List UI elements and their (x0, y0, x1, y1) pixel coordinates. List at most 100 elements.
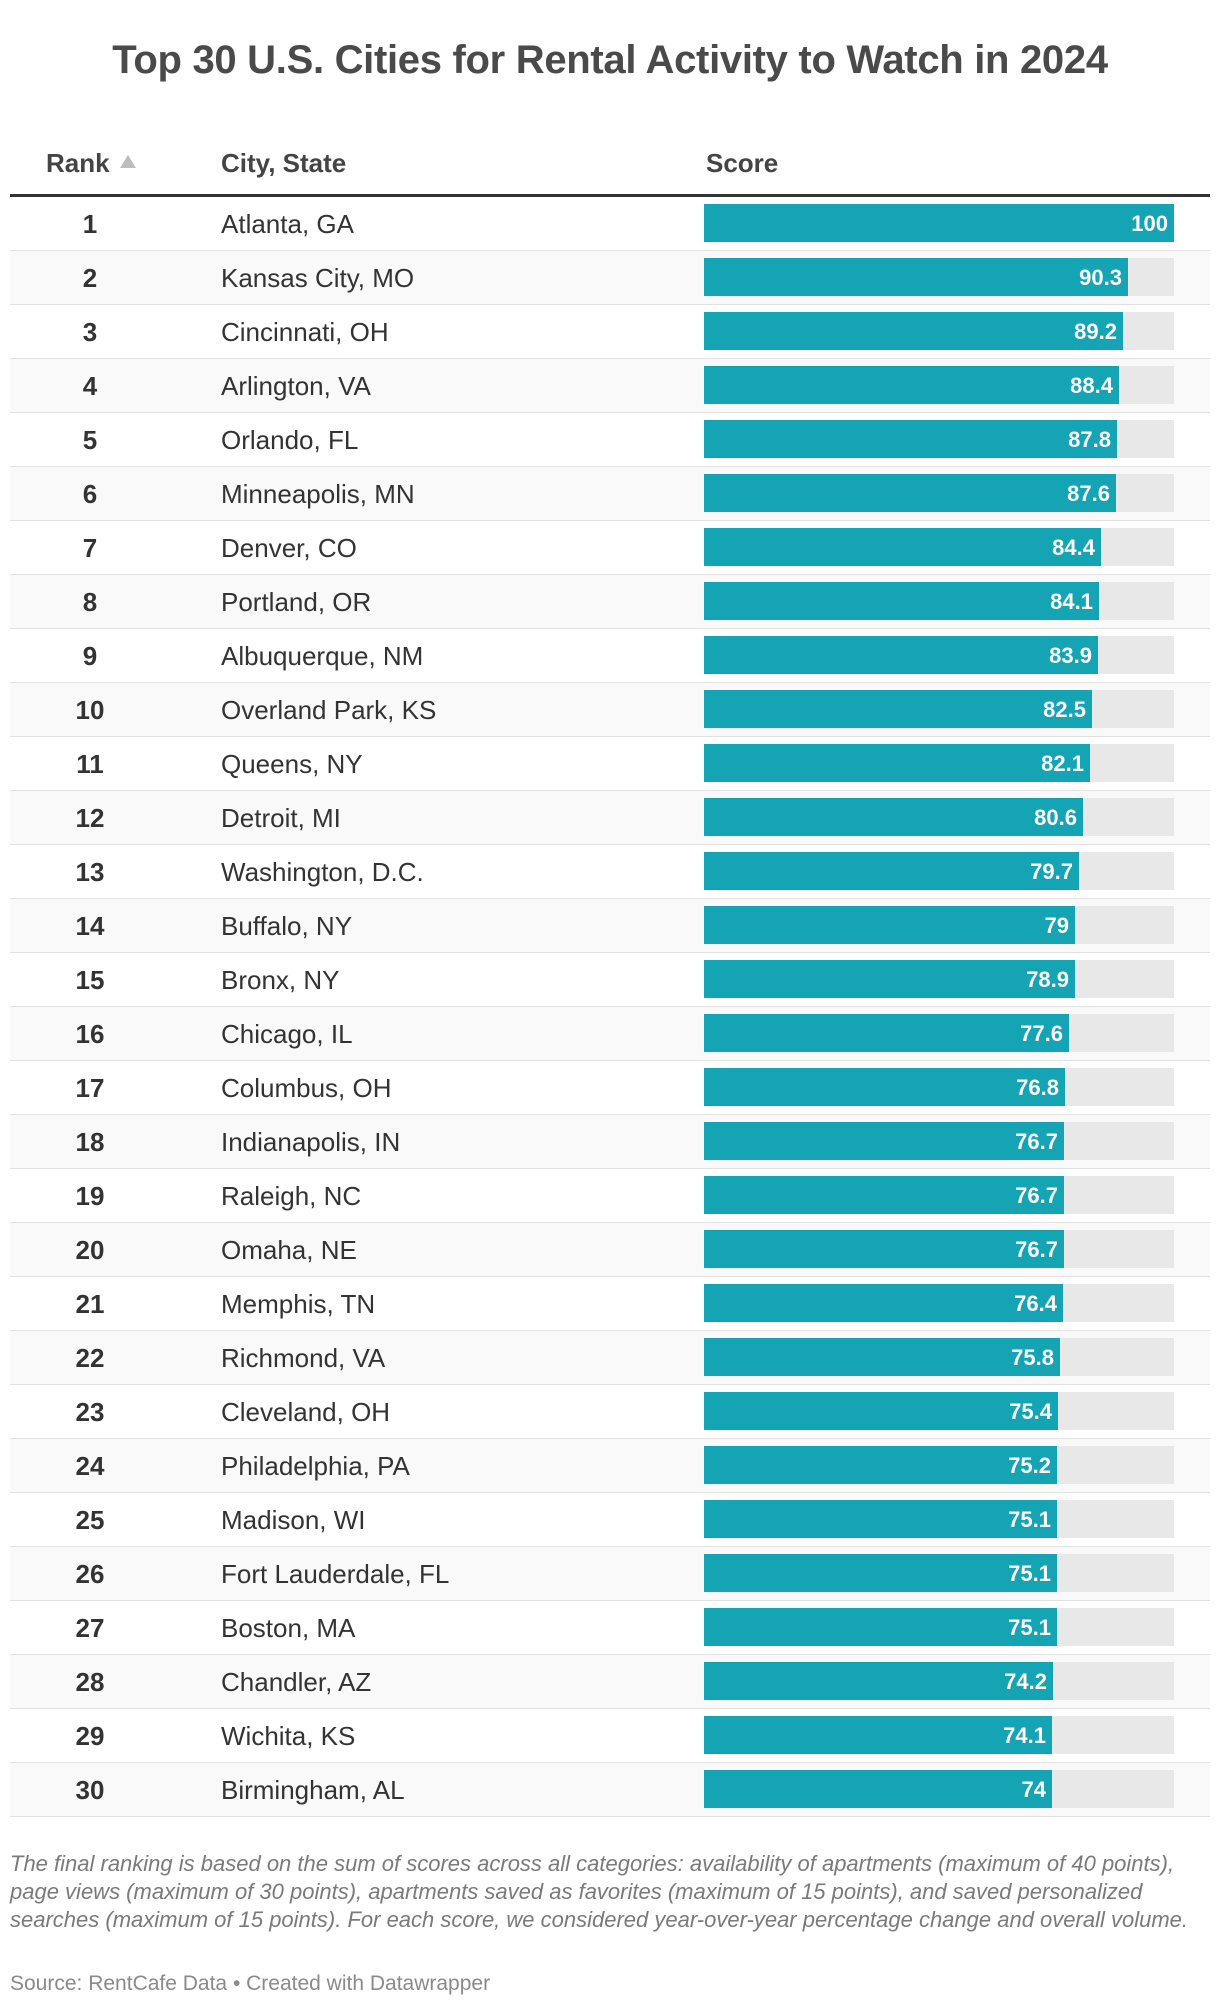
city-cell: Orlando, FL (221, 425, 359, 455)
score-bar: 74.2 (704, 1662, 1053, 1700)
table-row: 5 Orlando, FL 87.8 (10, 413, 1210, 467)
city-cell: Queens, NY (221, 749, 363, 779)
city-cell: Birmingham, AL (221, 1775, 405, 1805)
score-bar: 80.6 (704, 798, 1083, 836)
column-header-city[interactable]: City, State (221, 148, 347, 178)
table-row: 30 Birmingham, AL 74 (10, 1763, 1210, 1817)
table-row: 8 Portland, OR 84.1 (10, 575, 1210, 629)
score-bar: 79 (704, 906, 1075, 944)
rank-cell: 12 (75, 803, 105, 833)
score-value-label: 77.6 (1020, 1021, 1063, 1046)
rank-cell: 24 (75, 1451, 105, 1481)
table-row: 29 Wichita, KS 74.1 (10, 1709, 1210, 1763)
score-bar-track: 76.8 (704, 1068, 1174, 1106)
score-bar: 76.8 (704, 1068, 1065, 1106)
score-bar: 75.2 (704, 1446, 1057, 1484)
score-bar: 83.9 (704, 636, 1098, 674)
score-value-label: 76.7 (1015, 1183, 1058, 1208)
score-value-label: 90.3 (1079, 265, 1122, 290)
table-row: 13 Washington, D.C. 79.7 (10, 845, 1210, 899)
city-cell: Washington, D.C. (221, 857, 424, 887)
score-value-label: 89.2 (1074, 319, 1117, 344)
city-cell: Portland, OR (221, 587, 372, 617)
rank-cell: 7 (82, 533, 98, 563)
rank-cell: 2 (82, 263, 98, 293)
score-bar: 74.1 (704, 1716, 1052, 1754)
score-value-label: 75.1 (1008, 1615, 1051, 1640)
rank-cell: 13 (75, 857, 105, 887)
table-row: 24 Philadelphia, PA 75.2 (10, 1439, 1210, 1493)
city-cell: Chandler, AZ (221, 1667, 372, 1697)
rank-cell: 8 (82, 587, 98, 617)
city-cell: Minneapolis, MN (221, 479, 415, 509)
score-value-label: 83.9 (1049, 643, 1092, 668)
rank-cell: 22 (75, 1343, 105, 1373)
city-cell: Overland Park, KS (221, 695, 437, 725)
score-bar: 75.1 (704, 1608, 1057, 1646)
score-bar-track: 74 (704, 1770, 1174, 1808)
score-bar-track: 87.8 (704, 420, 1174, 458)
score-bar-track: 76.7 (704, 1230, 1174, 1268)
score-value-label: 87.6 (1067, 481, 1110, 506)
rank-cell: 15 (75, 965, 105, 995)
score-bar: 76.4 (704, 1284, 1063, 1322)
score-bar: 87.8 (704, 420, 1117, 458)
score-bar-track: 84.4 (704, 528, 1174, 566)
city-cell: Columbus, OH (221, 1073, 392, 1103)
column-header-rank[interactable]: Rank (46, 148, 136, 179)
rank-cell: 26 (75, 1559, 105, 1589)
table-row: 9 Albuquerque, NM 83.9 (10, 629, 1210, 683)
score-value-label: 75.8 (1011, 1345, 1054, 1370)
rank-cell: 14 (75, 911, 105, 941)
city-cell: Richmond, VA (221, 1343, 386, 1373)
score-bar-track: 76.4 (704, 1284, 1174, 1322)
score-bar-track: 100 (704, 204, 1174, 242)
table-row: 12 Detroit, MI 80.6 (10, 791, 1210, 845)
city-cell: Madison, WI (221, 1505, 366, 1535)
table-row: 23 Cleveland, OH 75.4 (10, 1385, 1210, 1439)
rank-cell: 17 (75, 1073, 105, 1103)
table-row: 1 Atlanta, GA 100 (10, 197, 1210, 251)
rank-cell: 19 (75, 1181, 105, 1211)
score-value-label: 75.1 (1008, 1561, 1051, 1586)
table-row: 15 Bronx, NY 78.9 (10, 953, 1210, 1007)
column-header-score[interactable]: Score (706, 148, 779, 178)
score-bar-track: 89.2 (704, 312, 1174, 350)
score-bar-track: 90.3 (704, 258, 1174, 296)
table-row: 27 Boston, MA 75.1 (10, 1601, 1210, 1655)
score-bar-track: 75.2 (704, 1446, 1174, 1484)
score-bar-track: 87.6 (704, 474, 1174, 512)
score-bar-track: 84.1 (704, 582, 1174, 620)
city-cell: Denver, CO (221, 533, 357, 563)
score-bar-track: 80.6 (704, 798, 1174, 836)
score-bar-track: 79.7 (704, 852, 1174, 890)
score-bar-track: 74.1 (704, 1716, 1174, 1754)
score-bar-track: 88.4 (704, 366, 1174, 404)
score-bar: 75.1 (704, 1554, 1057, 1592)
score-bar-track: 76.7 (704, 1176, 1174, 1214)
table-row: 2 Kansas City, MO 90.3 (10, 251, 1210, 305)
table-row: 21 Memphis, TN 76.4 (10, 1277, 1210, 1331)
city-cell: Chicago, IL (221, 1019, 353, 1049)
score-bar-track: 75.1 (704, 1608, 1174, 1646)
city-cell: Indianapolis, IN (221, 1127, 401, 1157)
score-value-label: 75.2 (1008, 1453, 1051, 1478)
table-row: 7 Denver, CO 84.4 (10, 521, 1210, 575)
score-value-label: 74.1 (1003, 1723, 1046, 1748)
table-row: 3 Cincinnati, OH 89.2 (10, 305, 1210, 359)
table-row: 19 Raleigh, NC 76.7 (10, 1169, 1210, 1223)
column-header-rank-label: Rank (46, 148, 110, 178)
score-bar: 100 (704, 204, 1174, 242)
score-value-label: 79.7 (1030, 859, 1073, 884)
score-value-label: 82.5 (1043, 697, 1086, 722)
table-row: 10 Overland Park, KS 82.5 (10, 683, 1210, 737)
city-cell: Cincinnati, OH (221, 317, 389, 347)
score-bar: 84.4 (704, 528, 1101, 566)
sort-ascending-icon[interactable] (119, 155, 136, 168)
score-bar-track: 83.9 (704, 636, 1174, 674)
score-bar-track: 75.4 (704, 1392, 1174, 1430)
score-bar: 74 (704, 1770, 1052, 1808)
score-bar: 76.7 (704, 1176, 1064, 1214)
score-bar-track: 82.1 (704, 744, 1174, 782)
score-value-label: 74 (1021, 1777, 1046, 1802)
